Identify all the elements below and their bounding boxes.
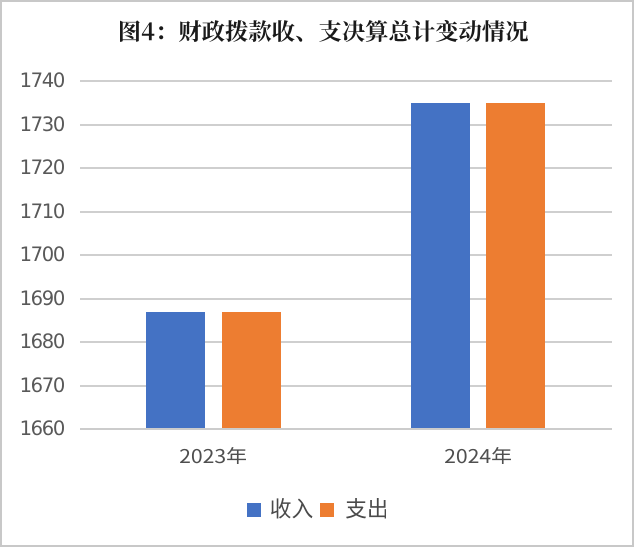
y-axis-label-1670: 1670 — [19, 373, 66, 397]
gridline-1740 — [80, 80, 612, 82]
y-axis-label-1730: 1730 — [19, 112, 66, 136]
gridline-1670 — [80, 384, 612, 387]
chart-title-svg-path — [120, 19, 528, 42]
x-axis-line — [80, 427, 612, 430]
bar-2024年-支出 — [486, 102, 545, 429]
bar-2023年-收入 — [146, 311, 206, 429]
x-axis-label-2024-svg-path — [444, 446, 511, 465]
legend-marker-income — [247, 503, 261, 517]
gridline-1730 — [80, 123, 612, 126]
legend-label-income-svg — [271, 498, 313, 519]
gridline-1710 — [80, 210, 612, 213]
x-axis-label-2023-svg-path — [179, 446, 246, 465]
x-axis-label-2024: 2024年 — [444, 446, 511, 465]
bar-2024年-收入 — [410, 102, 470, 429]
y-axis-label-1700: 1700 — [19, 243, 66, 266]
legend-label-expense-svg-path — [346, 498, 387, 519]
x-axis-label-2024-svg — [444, 446, 511, 465]
y-axis-label-1690: 1690 — [19, 286, 66, 310]
chart-title: 图4：财政拨款收、支决算总计变动情况 — [120, 19, 528, 42]
legend-label-expense-svg — [346, 498, 387, 519]
legend-marker-expense — [320, 503, 334, 517]
legend-label-income-svg-path — [271, 498, 313, 519]
chart-title-svg — [120, 19, 528, 42]
bar-2023年-支出 — [221, 311, 281, 429]
gridline-1690 — [80, 297, 612, 300]
gridline-1680 — [80, 341, 612, 343]
gridline-1700 — [80, 254, 612, 256]
x-axis-label-2023-svg — [179, 446, 246, 465]
y-axis-label-1710: 1710 — [19, 199, 66, 223]
y-axis-label-1740: 1740 — [19, 69, 66, 92]
y-axis-label-1720: 1720 — [19, 156, 66, 179]
y-axis-label-1660: 1660 — [19, 417, 66, 440]
y-axis-label-1680: 1680 — [19, 330, 66, 353]
gridline-1720 — [80, 167, 612, 169]
legend-label-expense: 支出 — [346, 498, 387, 519]
legend-label-income: 收入 — [271, 498, 313, 519]
x-axis-label-2023: 2023年 — [179, 446, 246, 465]
